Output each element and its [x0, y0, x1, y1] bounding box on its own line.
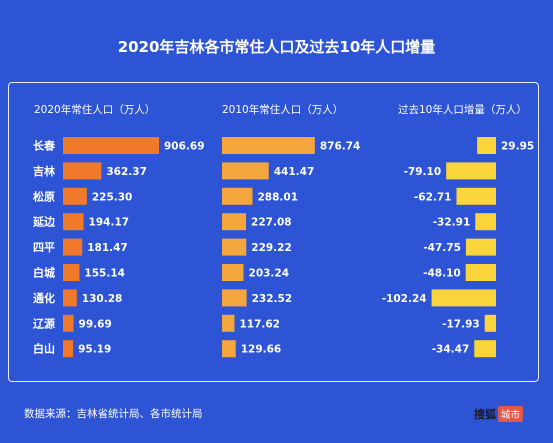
value-label-2020: 181.47: [87, 242, 128, 254]
bar-2010: [222, 238, 247, 256]
bar-change: [465, 264, 496, 281]
value-label-2010: 229.22: [251, 242, 292, 254]
bar-change: [465, 238, 496, 256]
value-label-2010: 232.52: [252, 293, 293, 305]
value-label-change: -17.93: [442, 318, 480, 330]
value-label-change: -48.10: [423, 268, 461, 280]
bar-2020: [63, 289, 77, 307]
bar-2020: [63, 213, 84, 231]
bar-2020: [63, 264, 80, 281]
value-label-2020: 225.30: [92, 191, 133, 203]
bar-change: [477, 137, 496, 154]
bar-2020: [63, 238, 83, 256]
value-label-2010: 203.24: [249, 268, 290, 280]
city-label: 吉林: [33, 164, 55, 178]
bar-change: [484, 314, 496, 332]
bar-2020: [63, 137, 159, 154]
value-label-2020: 194.17: [89, 217, 130, 229]
value-label-2020: 155.14: [84, 268, 125, 280]
chart-panel: [8, 82, 539, 382]
city-label: 通化: [33, 291, 55, 305]
bar-2020: [63, 187, 87, 205]
header-change: 过去10年人口增量（万人）: [398, 104, 527, 116]
brand-name: 搜狐: [474, 408, 496, 421]
value-label-2020: 906.69: [164, 141, 205, 153]
value-label-change: -62.71: [414, 191, 452, 203]
header-2010: 2010年常住人口（万人）: [222, 104, 344, 116]
bar-change: [431, 289, 496, 307]
value-label-change: -47.75: [423, 242, 461, 254]
value-label-2020: 130.28: [82, 293, 123, 305]
bar-2010: [222, 264, 244, 281]
bar-2010: [222, 137, 315, 154]
value-label-change: -79.10: [404, 166, 442, 178]
value-label-2010: 288.01: [257, 191, 298, 203]
brand-logo: 搜狐 城市: [474, 406, 524, 422]
bar-change: [475, 213, 496, 231]
value-label-2010: 441.47: [274, 166, 315, 178]
bar-2020: [63, 162, 102, 180]
bar-2010: [222, 314, 235, 332]
value-label-change: -102.24: [382, 293, 427, 305]
value-label-change: -32.91: [433, 217, 471, 229]
bar-2010: [222, 340, 236, 358]
bar-change: [474, 340, 496, 358]
data-source-note: 数据来源：吉林省统计局、各市统计局: [24, 408, 203, 420]
value-label-change: -34.47: [432, 344, 470, 356]
bar-2010: [222, 289, 247, 307]
brand-tag: 城市: [498, 406, 524, 422]
value-label-2020: 99.69: [79, 318, 112, 330]
city-label: 四平: [33, 241, 55, 254]
city-label: 白山: [33, 342, 55, 356]
value-label-2010: 129.66: [241, 344, 282, 356]
bar-2020: [63, 314, 74, 332]
city-label: 长春: [33, 139, 56, 153]
city-label: 松原: [33, 189, 55, 203]
city-label: 延边: [32, 215, 56, 229]
bar-2010: [222, 162, 269, 180]
bar-change: [446, 162, 496, 180]
city-label: 白城: [33, 266, 55, 280]
bar-2010: [222, 187, 253, 205]
value-label-2010: 117.62: [239, 318, 280, 330]
value-label-2020: 362.37: [106, 166, 147, 178]
bar-change: [456, 187, 496, 205]
header-2020: 2020年常住人口（万人）: [34, 104, 156, 116]
city-label: 辽源: [33, 316, 55, 330]
bar-2020: [63, 340, 74, 358]
value-label-2010: 876.74: [320, 141, 361, 153]
chart-title: 2020年吉林各市常住人口及过去10年人口增量: [117, 38, 436, 56]
value-label-2020: 95.19: [78, 344, 111, 356]
value-label-change: 29.95: [501, 141, 534, 153]
value-label-2010: 227.08: [251, 217, 292, 229]
bar-2010: [222, 213, 247, 231]
